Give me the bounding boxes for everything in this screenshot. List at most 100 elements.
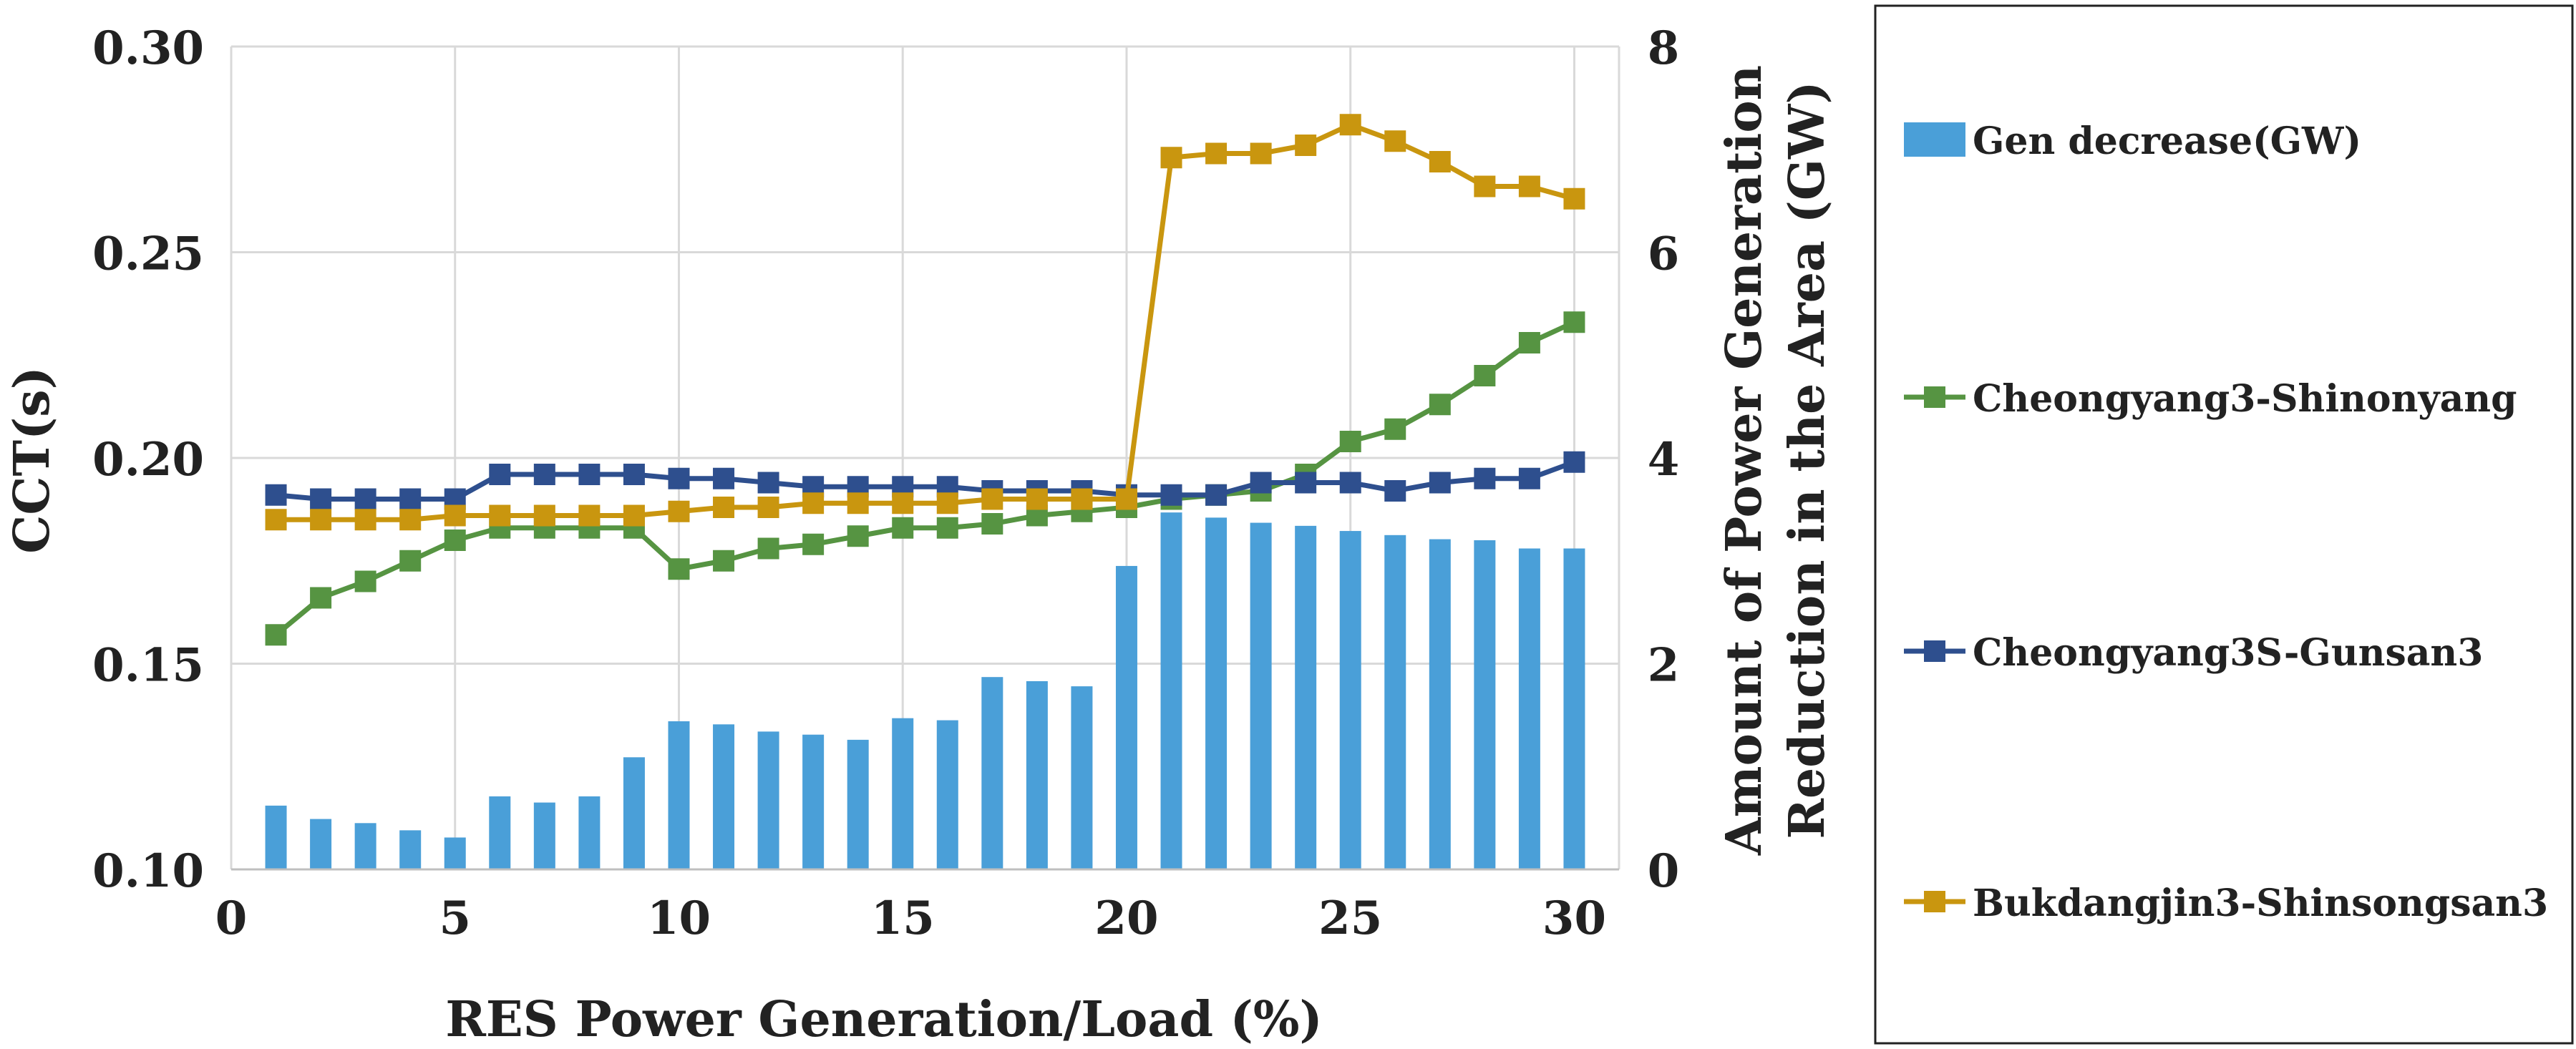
series-marker [713, 550, 735, 572]
series-marker [623, 464, 645, 485]
series-marker [1339, 472, 1361, 494]
bar [1474, 540, 1496, 869]
tick-labels: 0.10 0.15 0.20 0.25 0.30 0 2 4 6 8 0 5 10 15 20 25 30 [92, 21, 1679, 945]
legend-label: Cheongyang3S-Gunsan3 [1973, 631, 2483, 675]
legend-swatch-marker [1924, 386, 1945, 408]
series-marker [1250, 142, 1272, 165]
bar-series-gen-decrease [265, 512, 1585, 869]
bar [1026, 680, 1048, 869]
x-tick-label: 15 [871, 892, 935, 945]
legend-label: Gen decrease(GW) [1973, 119, 2361, 163]
series-marker [444, 530, 466, 551]
bar [713, 724, 735, 869]
series-marker [1160, 147, 1182, 169]
series-marker [1295, 135, 1317, 156]
series-marker [354, 488, 376, 510]
series-marker [399, 488, 422, 510]
series-marker [1205, 142, 1228, 165]
legend-swatch-marker [1924, 891, 1945, 912]
series-marker [1160, 484, 1182, 506]
series-marker [533, 464, 555, 485]
series-marker [265, 624, 287, 646]
y-tick-label: 0.20 [92, 433, 204, 487]
bar [802, 734, 825, 869]
legend: Gen decrease(GW) Cheongyang3-Shinonyang Ch… [1874, 4, 2574, 1045]
legend-item-gen-decrease: Gen decrease(GW) [1904, 119, 2361, 163]
series-marker [1384, 480, 1406, 502]
x-tick-label: 25 [1318, 892, 1382, 945]
series-marker [1474, 467, 1496, 489]
series-marker [354, 509, 376, 531]
bar [981, 677, 1003, 869]
line-series-bukdangjin3-shinsongsan3 [265, 114, 1585, 531]
y2-axis-title-line2: Reduction in the Area (GW) [1779, 82, 1836, 839]
series-marker [847, 525, 869, 547]
bar [1115, 565, 1137, 869]
gridlines [230, 45, 1620, 871]
series-marker [1474, 365, 1496, 386]
series-marker [936, 517, 958, 539]
series-marker [1518, 175, 1540, 197]
series-marker [1518, 332, 1540, 353]
series-marker [713, 467, 735, 489]
series-marker [1250, 472, 1272, 494]
series-line [276, 122, 1575, 522]
series-marker [1563, 311, 1585, 333]
series-marker [892, 517, 914, 539]
bar [1071, 686, 1093, 869]
series-marker [757, 537, 779, 560]
series-marker [623, 504, 645, 527]
bar [936, 720, 958, 869]
y2-axis-title-line1: Amount of Power Generation [1716, 65, 1773, 856]
line-series-cheongyang3s-gunsan3 [265, 451, 1585, 510]
series-marker [757, 497, 779, 518]
bar [399, 830, 422, 869]
series-marker [892, 492, 914, 514]
series-marker [668, 467, 690, 489]
series-marker [399, 550, 422, 572]
series-marker [713, 497, 735, 518]
series-marker [936, 492, 958, 514]
series-marker [1563, 451, 1585, 473]
bar [1518, 548, 1540, 869]
series-marker [578, 504, 601, 527]
bar [265, 805, 287, 869]
bar [1205, 517, 1228, 869]
x-tick-label: 5 [439, 892, 471, 945]
series-marker [1429, 472, 1451, 494]
series-marker [1474, 175, 1496, 197]
series-marker [1384, 418, 1406, 440]
series-marker [981, 488, 1003, 510]
series-marker [1518, 467, 1540, 489]
bar [489, 796, 511, 869]
y2-tick-label: 0 [1648, 844, 1680, 898]
y-tick-label: 0.10 [92, 844, 204, 898]
y2-tick-label: 6 [1648, 228, 1680, 281]
legend-swatch-marker [1924, 640, 1945, 662]
series-marker [1563, 187, 1585, 210]
series-marker [310, 587, 332, 609]
legend-label: Cheongyang3-Shinonyang [1973, 377, 2517, 421]
bar [1563, 548, 1585, 869]
y-axis-title: CCT(s) [4, 366, 61, 553]
series-marker [310, 509, 332, 531]
series-marker [265, 484, 287, 506]
bar [354, 823, 376, 869]
legend-label: Bukdangjin3-Shinsongsan3 [1973, 882, 2548, 925]
bar [1160, 512, 1182, 869]
bar [533, 802, 555, 869]
series-marker [1339, 431, 1361, 452]
x-tick-label: 0 [215, 892, 248, 945]
series-line [274, 320, 1575, 637]
series-marker [1295, 472, 1317, 494]
y2-tick-label: 2 [1648, 639, 1680, 693]
legend-swatch-bar [1904, 122, 1965, 157]
x-axis-title: RES Power Generation/Load (%) [445, 991, 1322, 1048]
x-tick-label: 20 [1094, 892, 1158, 945]
bar [578, 796, 601, 869]
series-marker [1339, 114, 1361, 136]
series-marker [1429, 151, 1451, 172]
series-marker [981, 513, 1003, 535]
series-marker [533, 504, 555, 527]
series-marker [489, 504, 511, 527]
